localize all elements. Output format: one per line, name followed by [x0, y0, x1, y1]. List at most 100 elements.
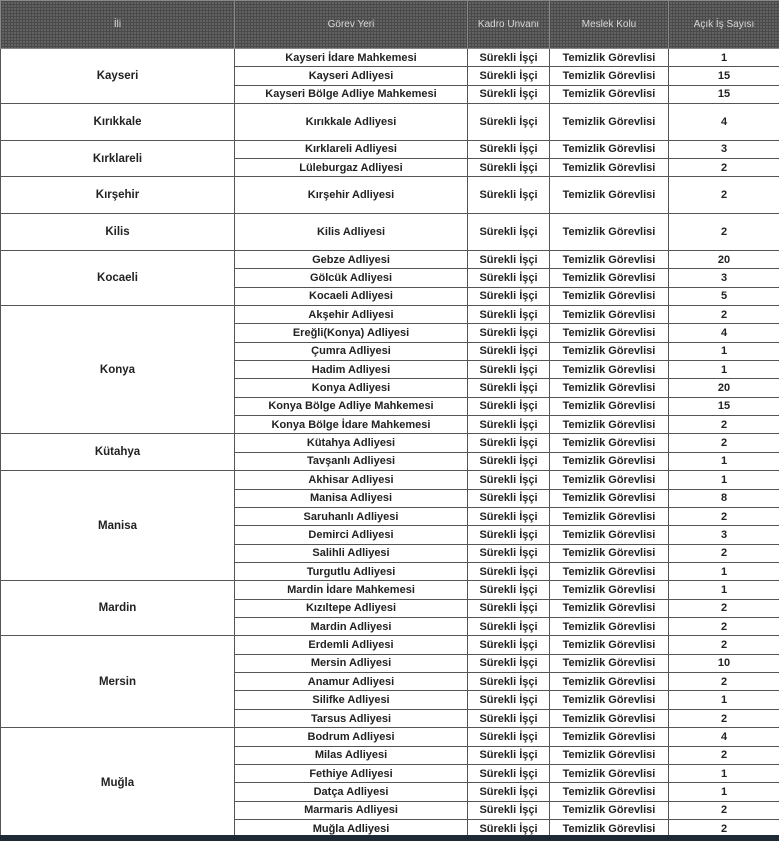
table-row: Kayseri Bölge Adliye Mahkemesi Sürekli İş… [1, 84, 779, 105]
table-row: Mersin Erdemli Adliyesi Sürekli İşçi Temizl… [0, 635, 779, 729]
meslek-kolu-cell: Temizlik Görevlisi [549, 176, 669, 215]
header-kadro-unvani: Kadro Unvanı [467, 0, 550, 49]
gorev-yeri-cell: Kayseri Bölge Adliye Mahkemesi [234, 84, 468, 105]
acik-is-sayisi-cell: 2 [668, 635, 779, 655]
meslek-kolu-cell: Temizlik Görevlisi [549, 103, 669, 141]
acik-is-sayisi-cell: 4 [668, 103, 779, 141]
acik-is-sayisi-cell: 2 [668, 543, 779, 563]
il-cell: Kocaeli [0, 249, 235, 306]
meslek-kolu-cell: Temizlik Görevlisi [549, 763, 669, 784]
meslek-kolu-cell: Temizlik Görevlisi [549, 66, 669, 86]
table-row: Turgutlu Adliyesi Sürekli İşçi Temizlik Gö… [1, 561, 779, 582]
il-cell: Konya [0, 304, 235, 435]
meslek-kolu-cell: Temizlik Görevlisi [549, 323, 669, 343]
gorev-yeri-cell: Demirci Adliyesi [234, 525, 468, 545]
kadro-unvani-cell: Sürekli İşçi [467, 66, 550, 86]
meslek-kolu-cell: Temizlik Görevlisi [549, 396, 669, 417]
acik-is-sayisi-cell: 1 [668, 690, 779, 710]
il-cell: Kilis [0, 213, 235, 251]
acik-is-sayisi-cell: 3 [668, 268, 779, 288]
kadro-unvani-cell: Sürekli İşçi [467, 745, 550, 765]
acik-is-sayisi-cell: 2 [668, 598, 779, 619]
acik-is-sayisi-cell: 2 [668, 708, 779, 729]
kadro-unvani-cell: Sürekli İşçi [467, 617, 550, 637]
meslek-kolu-cell: Temizlik Görevlisi [549, 745, 669, 765]
meslek-kolu-cell: Temizlik Görevlisi [549, 378, 669, 398]
gorev-yeri-cell: Bodrum Adliyesi [234, 727, 468, 747]
kadro-unvani-cell: Sürekli İşçi [467, 690, 550, 710]
table-row: Konya Bölge Adliye Mahkemesi Sürekli İşçi… [1, 396, 779, 417]
meslek-kolu-cell: Temizlik Görevlisi [549, 800, 669, 821]
table-row: Mardin Mardin İdare Mahkemesi Sürekli İşçi… [0, 580, 779, 637]
gorev-yeri-cell: Hadim Adliyesi [234, 360, 468, 380]
gorev-yeri-cell: Kocaeli Adliyesi [234, 286, 468, 306]
kadro-unvani-cell: Sürekli İşçi [467, 653, 550, 674]
acik-is-sayisi-cell: 2 [668, 158, 779, 178]
il-cell: Muğla [0, 727, 235, 839]
il-cell: Kütahya [0, 433, 235, 472]
table-row: Kocaeli Adliyesi Sürekli İşçi Temizlik Gör… [1, 286, 779, 306]
gorev-yeri-cell: Lüleburgaz Adliyesi [234, 158, 468, 178]
gorev-yeri-cell: Kırıkkale Adliyesi [234, 103, 468, 141]
meslek-kolu-cell: Temizlik Görevlisi [549, 249, 669, 270]
acik-is-sayisi-cell: 2 [668, 672, 779, 692]
kadro-unvani-cell: Sürekli İşçi [467, 451, 550, 472]
meslek-kolu-cell: Temizlik Görevlisi [549, 268, 669, 288]
kadro-unvani-cell: Sürekli İşçi [467, 470, 550, 490]
kadro-unvani-cell: Sürekli İşçi [467, 396, 550, 417]
kadro-unvani-cell: Sürekli İşçi [467, 341, 550, 362]
kadro-unvani-cell: Sürekli İşçi [467, 139, 550, 160]
gorev-yeri-cell: Kırşehir Adliyesi [234, 176, 468, 215]
meslek-kolu-cell: Temizlik Görevlisi [549, 672, 669, 692]
acik-is-sayisi-cell: 1 [668, 561, 779, 582]
gorev-yeri-cell: Silifke Adliyesi [234, 690, 468, 710]
kadro-unvani-cell: Sürekli İşçi [467, 304, 550, 325]
table-row: Hadim Adliyesi Sürekli İşçi Temizlik Görev… [1, 360, 779, 380]
table-row: Muğla Bodrum Adliyesi Sürekli İşçi Temizlik… [0, 727, 779, 839]
acik-is-sayisi-cell: 20 [668, 249, 779, 270]
il-cell: Manisa [0, 470, 235, 582]
kadro-unvani-cell: Sürekli İşçi [467, 782, 550, 802]
acik-is-sayisi-cell: 2 [668, 745, 779, 765]
acik-is-sayisi-cell: 2 [668, 800, 779, 821]
gorev-yeri-cell: Akşehir Adliyesi [234, 304, 468, 325]
gorev-yeri-cell: Konya Adliyesi [234, 378, 468, 398]
gorev-yeri-cell: Kayseri İdare Mahkemesi [234, 47, 468, 68]
table-row: Kırıkkale Kırıkkale Adliyesi Sürekli İşçi T… [0, 103, 779, 141]
gorev-yeri-cell: Fethiye Adliyesi [234, 763, 468, 784]
table-row: Anamur Adliyesi Sürekli İşçi Temizlik Göre… [1, 672, 779, 692]
table-row: Tavşanlı Adliyesi Sürekli İşçi Temizlik Gö… [1, 451, 779, 472]
kadro-unvani-cell: Sürekli İşçi [467, 415, 550, 435]
table-row: Saruhanlı Adliyesi Sürekli İşçi Temizlik G… [1, 506, 779, 527]
meslek-kolu-cell: Temizlik Görevlisi [549, 360, 669, 380]
il-cell: Kırklareli [0, 139, 235, 178]
meslek-kolu-cell: Temizlik Görevlisi [549, 139, 669, 160]
gorev-yeri-cell: Datça Adliyesi [234, 782, 468, 802]
header-acik-is-sayisi: Açık İş Sayısı [668, 0, 779, 49]
table-row: Manisa Adliyesi Sürekli İşçi Temizlik Göre… [1, 488, 779, 508]
kadro-unvani-cell: Sürekli İşçi [467, 249, 550, 270]
meslek-kolu-cell: Temizlik Görevlisi [549, 341, 669, 362]
acik-is-sayisi-cell: 3 [668, 525, 779, 545]
kadro-unvani-cell: Sürekli İşçi [467, 635, 550, 655]
il-cell: Kırıkkale [0, 103, 235, 141]
kadro-unvani-cell: Sürekli İşçi [467, 525, 550, 545]
gorev-yeri-cell: Gölcük Adliyesi [234, 268, 468, 288]
kadro-unvani-cell: Sürekli İşçi [467, 543, 550, 563]
table-row: Kırşehir Kırşehir Adliyesi Sürekli İşçi Tem… [0, 176, 779, 215]
meslek-kolu-cell: Temizlik Görevlisi [549, 415, 669, 435]
meslek-kolu-cell: Temizlik Görevlisi [549, 598, 669, 619]
header-gorev-yeri: Görev Yeri [234, 0, 468, 49]
il-cell: Mersin [0, 635, 235, 729]
acik-is-sayisi-cell: 1 [668, 451, 779, 472]
meslek-kolu-cell: Temizlik Görevlisi [549, 470, 669, 490]
acik-is-sayisi-cell: 2 [668, 176, 779, 215]
meslek-kolu-cell: Temizlik Görevlisi [549, 653, 669, 674]
acik-is-sayisi-cell: 15 [668, 66, 779, 86]
acik-is-sayisi-cell: 1 [668, 360, 779, 380]
gorev-yeri-cell: Turgutlu Adliyesi [234, 561, 468, 582]
kadro-unvani-cell: Sürekli İşçi [467, 433, 550, 453]
acik-is-sayisi-cell: 1 [668, 580, 779, 600]
gorev-yeri-cell: Tavşanlı Adliyesi [234, 451, 468, 472]
